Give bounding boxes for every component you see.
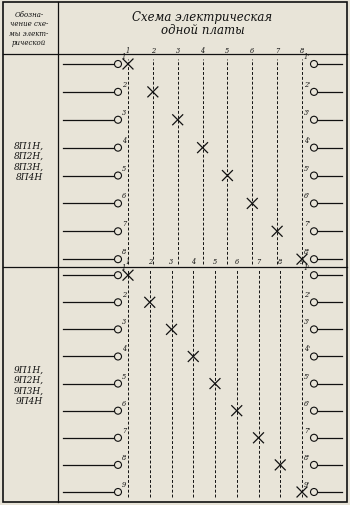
Text: 8: 8 — [278, 258, 282, 266]
Text: 1': 1' — [304, 53, 310, 61]
Circle shape — [114, 434, 121, 441]
Text: 6': 6' — [304, 192, 310, 200]
Text: 2: 2 — [151, 47, 155, 55]
Circle shape — [114, 326, 121, 333]
Text: 5: 5 — [225, 47, 230, 55]
Text: 5: 5 — [213, 258, 217, 266]
Circle shape — [114, 299, 121, 306]
Circle shape — [114, 488, 121, 495]
Text: 9: 9 — [300, 258, 304, 266]
Circle shape — [310, 145, 317, 152]
Text: 8П1Н,
8П2Н,
8П3Н,
8П4Н: 8П1Н, 8П2Н, 8П3Н, 8П4Н — [14, 141, 44, 181]
Text: 7: 7 — [256, 258, 261, 266]
Text: Схема электрическая: Схема электрическая — [132, 11, 273, 24]
Text: 5': 5' — [304, 372, 310, 380]
Circle shape — [114, 62, 121, 68]
Circle shape — [310, 354, 317, 360]
Text: 1: 1 — [122, 53, 126, 61]
Text: 5: 5 — [122, 164, 126, 172]
Text: 1: 1 — [126, 258, 130, 266]
Text: 4': 4' — [304, 345, 310, 353]
Circle shape — [114, 256, 121, 263]
Circle shape — [310, 408, 317, 415]
Circle shape — [114, 200, 121, 208]
Text: 6: 6 — [122, 192, 126, 200]
Text: 2: 2 — [122, 291, 126, 298]
Text: 7: 7 — [122, 220, 126, 228]
Circle shape — [114, 408, 121, 415]
Text: 4: 4 — [122, 136, 126, 144]
Circle shape — [310, 488, 317, 495]
Text: 2: 2 — [148, 258, 152, 266]
Text: 7: 7 — [122, 426, 126, 434]
Circle shape — [114, 117, 121, 124]
Circle shape — [310, 256, 317, 263]
Text: 8': 8' — [304, 453, 310, 461]
Circle shape — [310, 89, 317, 96]
Text: 8': 8' — [304, 247, 310, 256]
Text: 8: 8 — [122, 247, 126, 256]
Circle shape — [310, 434, 317, 441]
Text: 2: 2 — [122, 81, 126, 89]
Circle shape — [114, 272, 121, 279]
Text: 3: 3 — [169, 258, 174, 266]
Text: 3: 3 — [176, 47, 180, 55]
Circle shape — [310, 173, 317, 180]
Text: одной платы: одной платы — [161, 24, 244, 37]
Text: 4: 4 — [191, 258, 195, 266]
Text: 6: 6 — [250, 47, 254, 55]
Text: 1: 1 — [122, 264, 126, 272]
Text: 9': 9' — [304, 480, 310, 488]
Text: 4': 4' — [304, 136, 310, 144]
Text: 8: 8 — [122, 453, 126, 461]
Text: 2': 2' — [304, 291, 310, 298]
Text: 1: 1 — [126, 47, 130, 55]
Circle shape — [310, 380, 317, 387]
Text: 3: 3 — [122, 318, 126, 326]
Circle shape — [310, 62, 317, 68]
Circle shape — [114, 354, 121, 360]
Circle shape — [114, 173, 121, 180]
Text: 5': 5' — [304, 164, 310, 172]
Circle shape — [310, 200, 317, 208]
Text: Обозна-
чение сxе-
мы элект-
рической: Обозна- чение сxе- мы элект- рической — [9, 11, 49, 46]
Circle shape — [114, 380, 121, 387]
Circle shape — [310, 228, 317, 235]
Text: 6': 6' — [304, 399, 310, 407]
Text: 6: 6 — [234, 258, 239, 266]
Text: 8: 8 — [300, 47, 304, 55]
Circle shape — [310, 326, 317, 333]
Circle shape — [310, 299, 317, 306]
Text: 7': 7' — [304, 426, 310, 434]
Text: 9П1Н,
9П2Н,
9П3Н,
9П4Н: 9П1Н, 9П2Н, 9П3Н, 9П4Н — [14, 365, 44, 405]
Text: 3': 3' — [304, 318, 310, 326]
Text: 2': 2' — [304, 81, 310, 89]
Circle shape — [310, 272, 317, 279]
Circle shape — [114, 145, 121, 152]
Text: 4: 4 — [201, 47, 205, 55]
Circle shape — [114, 462, 121, 469]
Circle shape — [114, 89, 121, 96]
Text: 7: 7 — [275, 47, 279, 55]
Text: 7': 7' — [304, 220, 310, 228]
Text: 5: 5 — [122, 372, 126, 380]
Text: 9: 9 — [122, 480, 126, 488]
Text: 1': 1' — [304, 264, 310, 272]
Circle shape — [310, 117, 317, 124]
Circle shape — [114, 228, 121, 235]
Circle shape — [310, 462, 317, 469]
Text: 6: 6 — [122, 399, 126, 407]
Text: 3': 3' — [304, 109, 310, 117]
Text: 4: 4 — [122, 345, 126, 353]
Text: 3: 3 — [122, 109, 126, 117]
